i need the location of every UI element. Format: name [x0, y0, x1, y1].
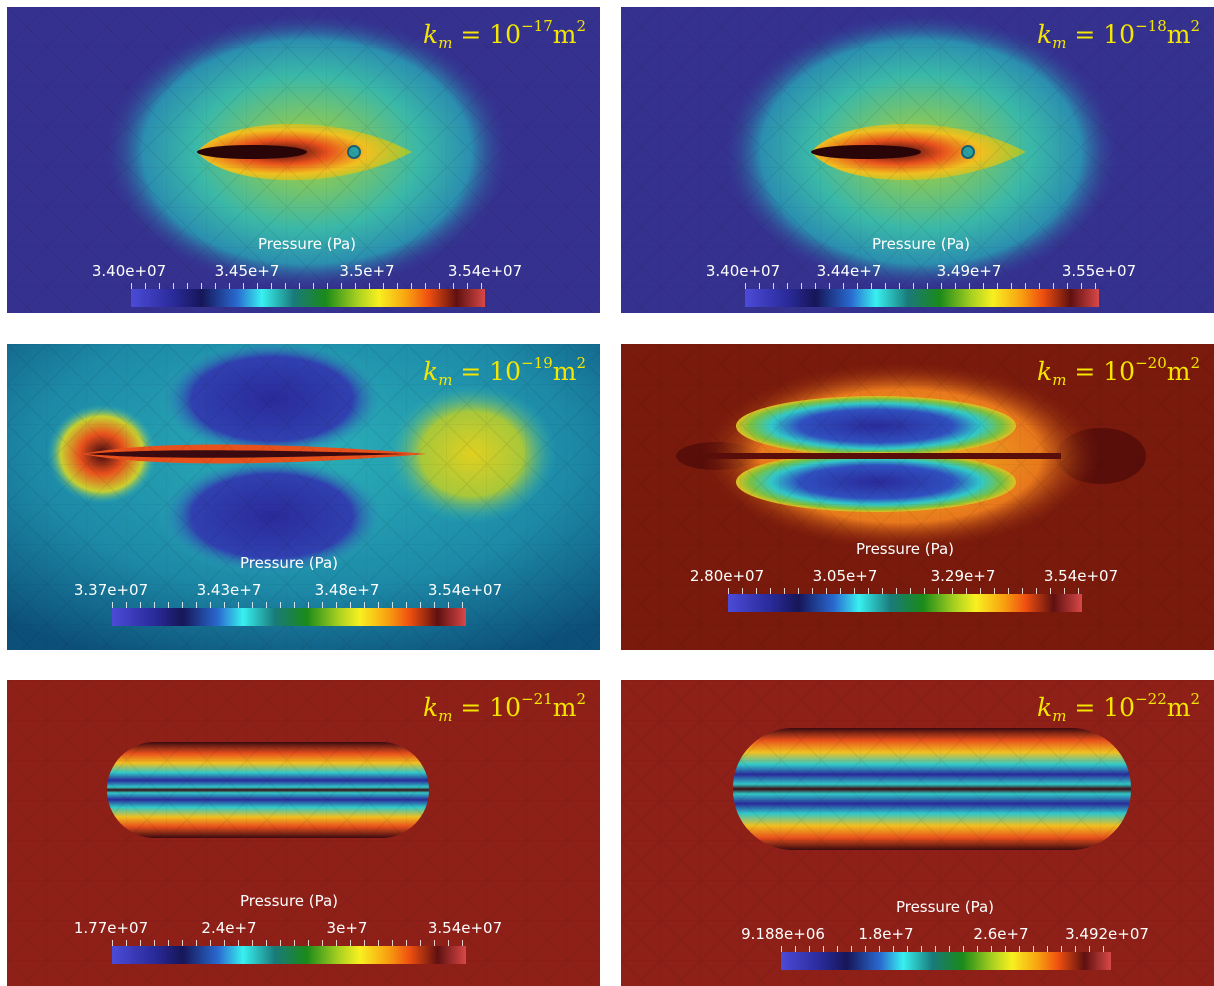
- pressure-panel-km-1e-18: km = 10−18m2 Pressure (Pa) 3.40e+07 3.44…: [621, 7, 1214, 313]
- pressure-panel-km-1e-20: km = 10−20m2 Pressure (Pa) 2.80e+07 3.05…: [621, 344, 1214, 650]
- permeability-label: km = 10−19m2: [423, 354, 586, 389]
- colorbar: [112, 946, 466, 964]
- permeability-label: km = 10−20m2: [1037, 354, 1200, 389]
- colorbar-title: Pressure (Pa): [239, 554, 339, 572]
- colorbar-tick-marks: [728, 588, 1082, 594]
- colorbar-tick-label: 3.492e+07: [1065, 925, 1149, 943]
- pressure-panel-km-1e-22: km = 10−22m2 Pressure (Pa) 9.188e+06 1.8…: [621, 680, 1214, 986]
- colorbar-tick-label: 3.29e+7: [930, 567, 996, 585]
- colorbar-tick-marks: [781, 946, 1111, 952]
- colorbar-tick-label: 3.37e+07: [73, 581, 149, 599]
- pressure-panel-km-1e-19: km = 10−19m2 Pressure (Pa) 3.37e+07 3.43…: [7, 344, 600, 650]
- colorbar-tick-marks: [112, 940, 466, 946]
- colorbar-tick-label: 2.6e+7: [973, 925, 1029, 943]
- pressure-field-image: [621, 680, 1214, 986]
- colorbar: [112, 608, 466, 626]
- colorbar-tick-label: 9.188e+06: [741, 925, 825, 943]
- colorbar-tick-label: 3.40e+07: [705, 262, 781, 280]
- colorbar-tick-label: 3.45e+7: [214, 262, 280, 280]
- colorbar: [131, 289, 485, 307]
- colorbar-tick-label: 3.54e+07: [427, 581, 503, 599]
- permeability-label: km = 10−17m2: [423, 17, 586, 52]
- colorbar-tick-marks: [112, 602, 466, 608]
- pressure-field-image: [7, 680, 600, 986]
- colorbar-tick-label: 3.55e+07: [1061, 262, 1137, 280]
- colorbar-tick-label: 1.8e+7: [858, 925, 914, 943]
- pressure-field-image: [7, 7, 600, 313]
- colorbar-tick-label: 3.05e+7: [812, 567, 878, 585]
- colorbar-tick-label: 3.54e+07: [447, 262, 523, 280]
- colorbar-tick-label: 3e+7: [326, 919, 368, 937]
- colorbar-tick-label: 3.54e+07: [427, 919, 503, 937]
- colorbar-tick-label: 2.4e+7: [201, 919, 257, 937]
- pressure-field-image: [621, 7, 1214, 313]
- colorbar-tick-label: 3.48e+7: [314, 581, 380, 599]
- permeability-label: km = 10−18m2: [1037, 17, 1200, 52]
- colorbar-tick-label: 2.80e+07: [689, 567, 765, 585]
- pressure-panel-km-1e-17: km = 10−17m2 Pressure (Pa) 3.40e+07 3.45…: [7, 7, 600, 313]
- colorbar-tick-label: 3.49e+7: [936, 262, 1002, 280]
- colorbar-title: Pressure (Pa): [239, 892, 339, 910]
- permeability-label: km = 10−22m2: [1037, 690, 1200, 725]
- colorbar-tick-label: 3.44e+7: [816, 262, 882, 280]
- pressure-panel-km-1e-21: km = 10−21m2 Pressure (Pa) 1.77e+07 2.4e…: [7, 680, 600, 986]
- pressure-field-image: [7, 344, 600, 650]
- colorbar-tick-label: 3.43e+7: [196, 581, 262, 599]
- colorbar: [745, 289, 1099, 307]
- colorbar-tick-label: 3.54e+07: [1043, 567, 1119, 585]
- colorbar: [728, 594, 1082, 612]
- colorbar-tick-label: 3.40e+07: [91, 262, 167, 280]
- colorbar-title: Pressure (Pa): [895, 898, 995, 916]
- colorbar-title: Pressure (Pa): [855, 540, 955, 558]
- colorbar-title: Pressure (Pa): [257, 235, 357, 253]
- permeability-label: km = 10−21m2: [423, 690, 586, 725]
- colorbar-tick-label: 1.77e+07: [73, 919, 149, 937]
- colorbar: [781, 952, 1111, 970]
- colorbar-tick-label: 3.5e+7: [339, 262, 395, 280]
- colorbar-tick-marks: [745, 283, 1099, 289]
- colorbar-title: Pressure (Pa): [871, 235, 971, 253]
- colorbar-tick-marks: [131, 283, 485, 289]
